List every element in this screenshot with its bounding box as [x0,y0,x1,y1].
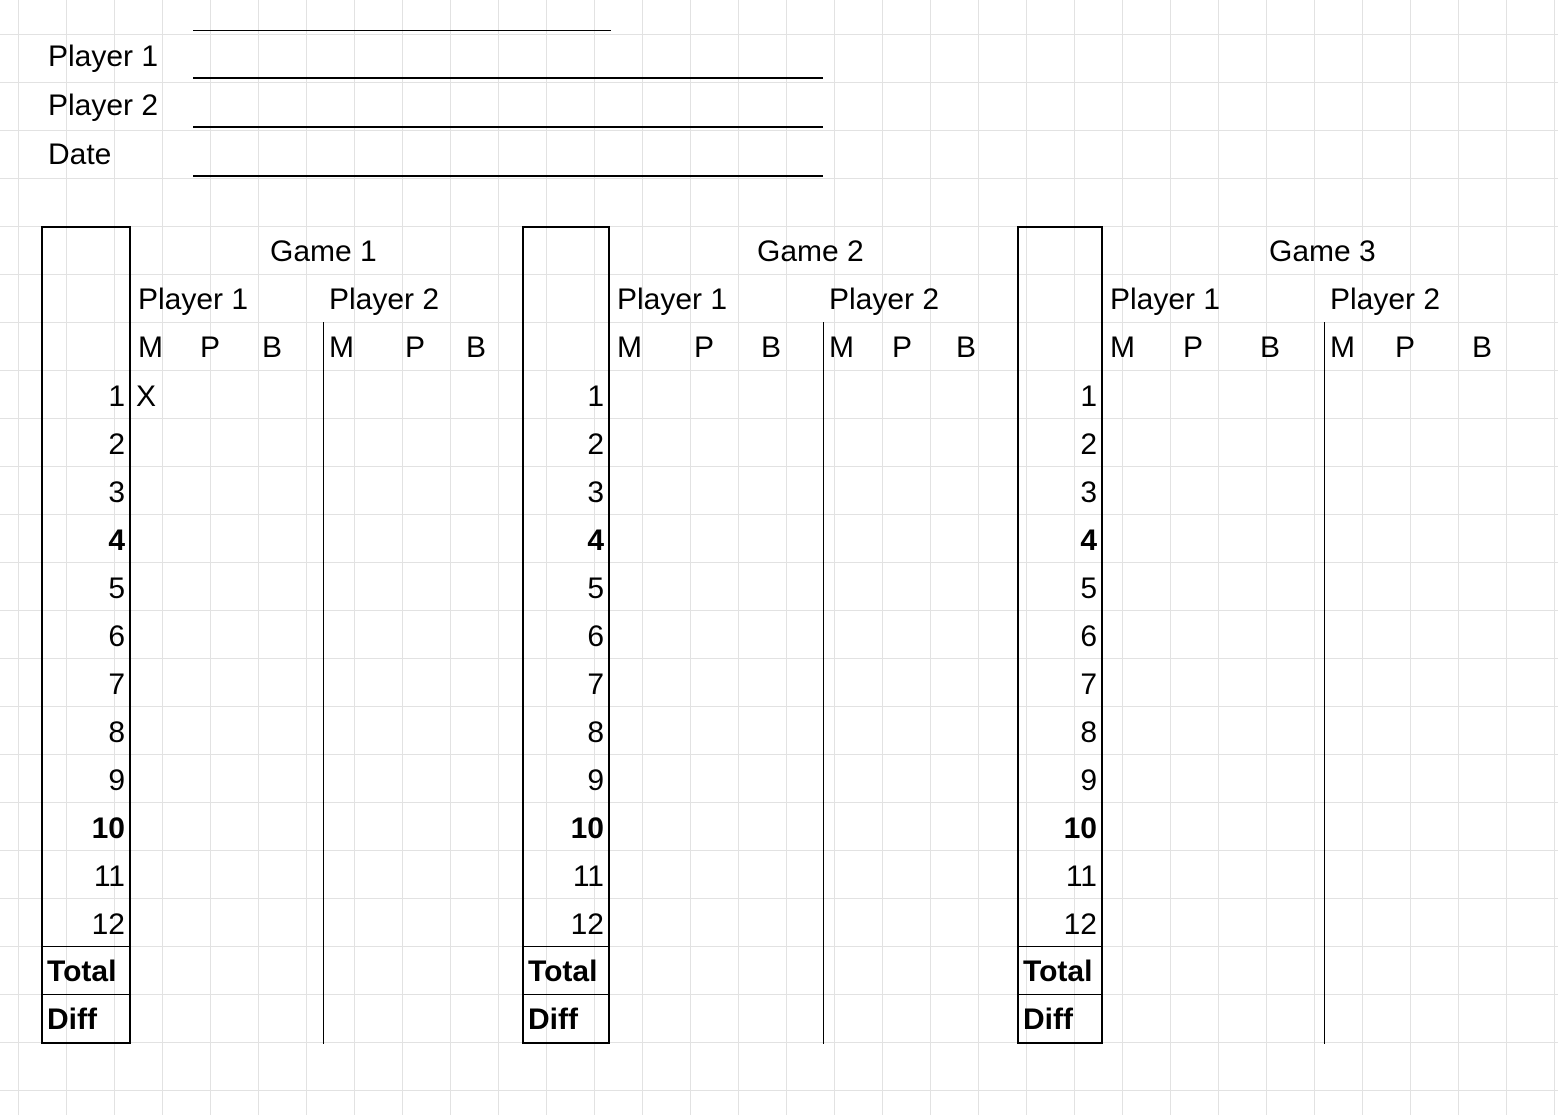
game2-player1-header: Player 1 [617,283,728,316]
game2-row-number: 8 [587,716,604,749]
game3-player-separator [1324,322,1325,1044]
game2-row-number: 5 [587,572,604,605]
player1-row: Player 1 [0,32,830,80]
game1-player1-header: Player 1 [138,283,249,316]
game2-row-number: 11 [572,860,604,893]
game1-row-number: 5 [108,572,125,605]
player2-input-line[interactable] [193,126,823,128]
game2-diff-label: Diff [528,1003,578,1036]
game2-total-label: Total [528,955,598,988]
game3-col-p-p1: P [1183,331,1204,364]
game3-col-b-p1: B [1260,331,1281,364]
game2-row-number: 3 [587,476,604,509]
game1-row-number: 7 [108,668,125,701]
game2-player2-header: Player 2 [829,283,940,316]
player2-row: Player 2 [0,81,830,129]
game1-player-separator [323,322,324,1044]
game3-row-number: 4 [1080,524,1097,557]
game3-number-column [1017,226,1103,1044]
game1-row-number: 8 [108,716,125,749]
game1-row-number: 12 [91,908,125,941]
game2-row-number: 4 [587,524,604,557]
game1-row-number: 6 [108,620,125,653]
game2-title: Game 2 [757,235,864,268]
game2-col-p-p1: P [694,331,715,364]
game1-row1-p1-m-cell[interactable]: X [136,380,157,413]
game2-col-m-p1: M [617,331,642,364]
game2-diff-divider [522,994,610,995]
game3-total-label: Total [1023,955,1093,988]
game3-row-number: 12 [1063,908,1097,941]
game1-total-label: Total [47,955,117,988]
game2-row-number: 1 [587,380,604,413]
game2-col-m-p2: M [829,331,854,364]
game2-col-b-p1: B [761,331,782,364]
game2-row-number: 12 [570,908,604,941]
game1-row-number: 9 [108,764,125,797]
game1-row-number: 10 [91,812,125,845]
game3-row-number: 5 [1080,572,1097,605]
game3-col-m-p2: M [1330,331,1355,364]
game3-row-number: 1 [1080,380,1097,413]
game1-row-number: 4 [108,524,125,557]
game1-diff-divider [41,994,131,995]
game1-row-number: 3 [108,476,125,509]
game3-player2-header: Player 2 [1330,283,1441,316]
game2-row-number: 10 [570,812,604,845]
game2-row-number: 6 [587,620,604,653]
game3-player1-header: Player 1 [1110,283,1221,316]
game1-col-b-p1: B [262,331,283,364]
game3-col-p-p2: P [1395,331,1416,364]
game3-row-number: 3 [1080,476,1097,509]
game1-col-m-p1: M [138,331,163,364]
game3-diff-label: Diff [1023,1003,1073,1036]
player1-label: Player 1 [48,40,159,73]
game2-col-p-p2: P [892,331,913,364]
game3-row-number: 11 [1065,860,1097,893]
game1-col-b-p2: B [466,331,487,364]
game2-row-number: 2 [587,428,604,461]
game2-number-column [522,226,610,1044]
game1-diff-label: Diff [47,1003,97,1036]
game3-title: Game 3 [1269,235,1376,268]
header-top-line [193,30,611,31]
game3-total-divider [1017,946,1103,947]
date-input-line[interactable] [193,175,823,177]
game3-col-b-p2: B [1472,331,1493,364]
game1-row-number: 11 [93,860,125,893]
game1-row-number: 2 [108,428,125,461]
game2-total-divider [522,946,610,947]
game1-row-number: 1 [108,380,125,413]
game1-col-p-p1: P [200,331,221,364]
game2-row-number: 9 [587,764,604,797]
game3-row-number: 2 [1080,428,1097,461]
date-label: Date [48,138,112,171]
game1-col-p-p2: P [405,331,426,364]
game1-total-divider [41,946,131,947]
game1-title: Game 1 [270,235,377,268]
game2-col-b-p2: B [956,331,977,364]
game3-row-number: 10 [1063,812,1097,845]
date-row: Date [0,130,830,178]
game3-row-number: 6 [1080,620,1097,653]
game3-col-m-p1: M [1110,331,1135,364]
game1-number-column [41,226,131,1044]
game3-row-number: 8 [1080,716,1097,749]
player1-input-line[interactable] [193,77,823,79]
game3-diff-divider [1017,994,1103,995]
game2-player-separator [823,322,824,1044]
player2-label: Player 2 [48,89,159,122]
game3-row-number: 7 [1080,668,1097,701]
game3-row-number: 9 [1080,764,1097,797]
game2-row-number: 7 [587,668,604,701]
game1-col-m-p2: M [329,331,354,364]
game1-player2-header: Player 2 [329,283,440,316]
